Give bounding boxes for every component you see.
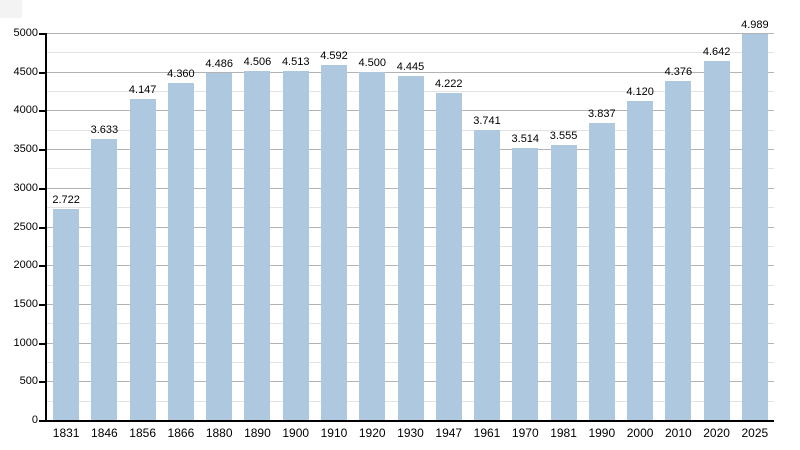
x-tick-label: 1856 — [129, 426, 156, 440]
bar-1846 — [91, 138, 118, 420]
x-tick-label: 1900 — [282, 426, 310, 440]
x-tick-label: 1930 — [397, 426, 424, 440]
bar-value-label: 3.741 — [473, 115, 501, 128]
bar-1831 — [53, 209, 80, 420]
bar-value-label: 3.555 — [549, 129, 578, 142]
y-tick-label: 500 — [19, 375, 38, 388]
x-tick-label: 1880 — [205, 426, 233, 440]
bar-1961 — [474, 130, 501, 420]
x-tick-label: 1981 — [550, 426, 577, 440]
y-tick-label: 4500 — [13, 65, 38, 78]
bar-value-label: 4.513 — [281, 55, 310, 68]
x-tick-label: 1910 — [320, 426, 348, 440]
y-tick-mark — [39, 342, 45, 345]
bar-2000 — [627, 101, 654, 420]
x-tick-label: 1831 — [52, 426, 80, 440]
bar-1856 — [129, 99, 156, 420]
x-tick-label: 1961 — [473, 426, 501, 440]
bar-value-label: 4.592 — [320, 49, 348, 62]
x-tick-label: 2000 — [626, 426, 654, 440]
x-tick-label: 1990 — [588, 426, 616, 440]
x-tick-label: 1866 — [167, 426, 195, 440]
bar-value-label: 4.120 — [626, 86, 654, 99]
gridline-major — [47, 71, 774, 73]
y-tick-label: 4000 — [13, 104, 38, 117]
y-axis-line — [45, 33, 47, 422]
x-axis-line — [45, 420, 774, 422]
plot-area: 2.722 3.633 4.147 4.360 4.486 4.506 4.513 4.592… — [47, 19, 774, 420]
bar-2010 — [665, 81, 692, 420]
bar-1990 — [588, 123, 615, 420]
bar-value-label: 4.989 — [741, 18, 769, 31]
bar-value-label: 2.722 — [52, 194, 80, 207]
y-tick-label: 5000 — [13, 27, 38, 39]
y-tick-label: 1000 — [13, 336, 38, 349]
y-tick-mark — [39, 187, 45, 190]
bar-2020 — [703, 60, 730, 420]
bar-value-label: 4.147 — [128, 84, 157, 97]
bar-2025 — [741, 33, 768, 420]
y-tick-mark — [39, 381, 45, 384]
bar-1880 — [206, 72, 233, 420]
bar-value-label: 4.360 — [167, 67, 195, 80]
x-tick-label: 2020 — [703, 426, 730, 440]
bar-value-label: 4.500 — [358, 56, 386, 69]
x-tick-label: 1846 — [91, 426, 118, 440]
y-tick-mark — [39, 110, 45, 113]
y-tick-mark — [39, 226, 45, 229]
bar-1920 — [359, 71, 386, 420]
bar-1970 — [512, 148, 539, 420]
y-tick-mark — [39, 420, 45, 422]
x-tick-label: 1947 — [435, 426, 463, 440]
x-tick-label: 1970 — [511, 426, 539, 440]
bar-value-label: 3.633 — [90, 123, 119, 136]
x-tick-label: 2025 — [741, 426, 769, 440]
bar-value-label: 4.445 — [396, 60, 425, 73]
bar-1890 — [244, 71, 271, 420]
y-tick-label: 3000 — [13, 181, 38, 194]
y-tick-mark — [39, 149, 45, 152]
bar-value-label: 4.376 — [664, 66, 693, 79]
bar-1866 — [167, 82, 194, 420]
bar-value-label: 3.514 — [511, 133, 540, 146]
y-tick-label: 0 — [31, 414, 38, 426]
bar-value-label: 4.486 — [205, 57, 233, 70]
y-tick-mark — [39, 303, 45, 306]
bar-1900 — [282, 70, 309, 420]
y-tick-mark — [39, 71, 45, 74]
x-tick-label: 1890 — [244, 426, 271, 440]
gridline-minor — [47, 52, 774, 54]
bar-1910 — [320, 64, 347, 420]
x-tick-label: 1920 — [358, 426, 386, 440]
y-tick-label: 2000 — [13, 259, 38, 272]
bar-value-label: 4.222 — [434, 78, 463, 91]
bar-1947 — [435, 93, 462, 420]
y-tick-label: 2500 — [13, 220, 38, 233]
x-tick-label: 2010 — [664, 426, 692, 440]
y-tick-mark — [39, 265, 45, 268]
gridline-major — [47, 33, 774, 34]
bar-1930 — [397, 75, 424, 420]
corner-artifact — [0, 0, 22, 18]
y-tick-label: 3500 — [13, 143, 38, 156]
bar-value-label: 4.506 — [243, 56, 272, 69]
bar-1981 — [550, 144, 577, 420]
bar-value-label: 3.837 — [588, 108, 616, 121]
y-tick-label: 1500 — [13, 297, 38, 310]
y-tick-mark — [39, 33, 45, 35]
bar-value-label: 4.642 — [702, 45, 731, 58]
